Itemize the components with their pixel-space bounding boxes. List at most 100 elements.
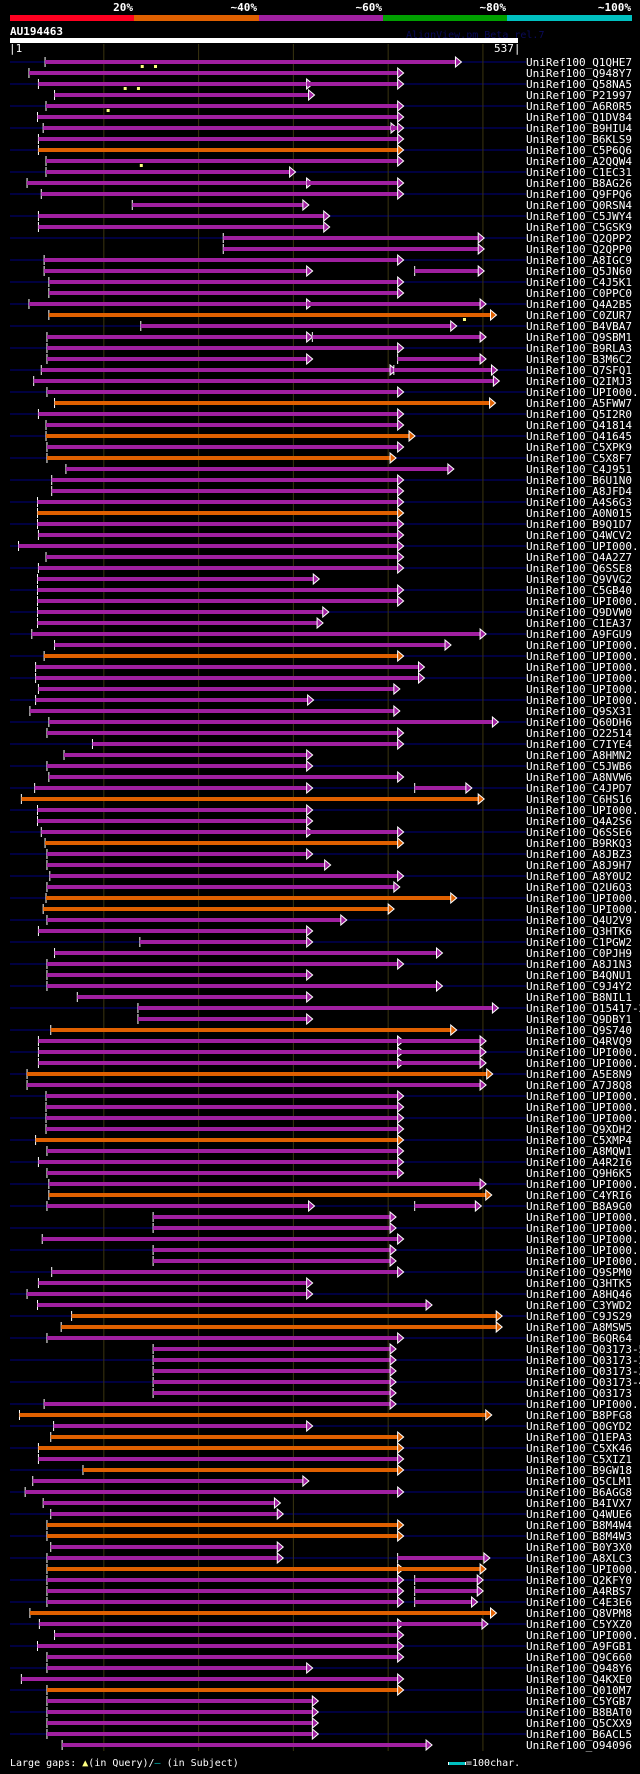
row-label[interactable]: UniRef100_Q9VVG2 (526, 573, 632, 586)
row-label[interactable]: UniRef100_B8AG26 (526, 177, 632, 190)
row-label[interactable]: UniRef100_A8J1N3 (526, 958, 632, 971)
row-label[interactable]: UniRef100_C3YWD2 (526, 1299, 632, 1312)
row-label[interactable]: UniRef100_Q4WCV2 (526, 529, 632, 542)
row-label[interactable]: UniRef100_B0Y3X0 (526, 1541, 632, 1554)
row-label[interactable]: UniRef100_UPI000.. (526, 1057, 640, 1070)
row-label[interactable]: UniRef100_B3M6C2 (526, 353, 632, 366)
row-label[interactable]: UniRef100_A4R2I6 (526, 1156, 632, 1169)
row-label[interactable]: UniRef100_C5P6Q6 (526, 144, 632, 157)
row-label[interactable]: UniRef100_C1EA37 (526, 617, 632, 630)
row-label[interactable]: UniRef100_Q6SSE8 (526, 562, 632, 575)
row-label[interactable]: UniRef100_B9HIU4 (526, 122, 632, 135)
row-label[interactable]: UniRef100_UPI000.. (526, 903, 640, 916)
row-label[interactable]: UniRef100_C9J4Y2 (526, 980, 632, 993)
row-label[interactable]: UniRef100_A5FWW7 (526, 397, 632, 410)
row-label[interactable]: UniRef100_C4E3E6 (526, 1596, 632, 1609)
row-label[interactable]: UniRef100_Q58NA5 (526, 78, 632, 91)
row-label[interactable]: UniRef100_Q4A2S6 (526, 815, 632, 828)
row-label[interactable]: UniRef100_Q3HTK6 (526, 925, 632, 938)
row-label[interactable]: UniRef100_UPI000.. (526, 1244, 640, 1257)
row-label[interactable]: UniRef100_A2QQW4 (526, 155, 632, 168)
row-label[interactable]: UniRef100_UPI000.. (526, 1090, 640, 1103)
row-label[interactable]: UniRef100_A8JBZ3 (526, 848, 632, 861)
row-label[interactable]: UniRef100_A8JFD4 (526, 485, 632, 498)
row-label[interactable]: UniRef100_B9GW18 (526, 1464, 632, 1477)
row-label[interactable]: UniRef100_Q7SFQ1 (526, 364, 632, 377)
row-label[interactable]: UniRef100_B8M4W4 (526, 1519, 632, 1532)
row-label[interactable]: UniRef100_B9Q1D7 (526, 518, 632, 531)
row-label[interactable]: UniRef100_A9FGB1 (526, 1640, 632, 1653)
row-label[interactable]: UniRef100_C5GB40 (526, 584, 632, 597)
row-label[interactable]: UniRef100_C5JWY4 (526, 210, 632, 223)
row-label[interactable]: UniRef100_UPI000.. (526, 595, 640, 608)
row-label[interactable]: UniRef100_Q9SX31 (526, 705, 632, 718)
row-label[interactable]: UniRef100_C5XIZ1 (526, 1453, 632, 1466)
row-label[interactable]: UniRef100_B8BAT0 (526, 1706, 632, 1719)
row-label[interactable]: UniRef100_UPI000.. (526, 1233, 640, 1246)
row-label[interactable]: UniRef100_C5XMP4 (526, 1134, 632, 1147)
row-label[interactable]: UniRef100_Q948Y7 (526, 67, 632, 80)
row-label[interactable]: UniRef100_Q4KXE0 (526, 1673, 632, 1686)
row-label[interactable]: UniRef100_C5X8F7 (526, 452, 632, 465)
row-label[interactable]: UniRef100_B9RKQ3 (526, 837, 632, 850)
row-label[interactable]: UniRef100_UPI000.. (526, 1178, 640, 1191)
row-label[interactable]: UniRef100_B4IVX7 (526, 1497, 632, 1510)
row-label[interactable]: UniRef100_A4RBS7 (526, 1585, 632, 1598)
row-label[interactable]: UniRef100_Q03173-3 (526, 1365, 640, 1378)
row-label[interactable]: UniRef100_P21997 (526, 89, 632, 102)
row-label[interactable]: UniRef100_A8HMN2 (526, 749, 632, 762)
row-label[interactable]: UniRef100_B6ACL5 (526, 1728, 632, 1741)
row-label[interactable]: UniRef100_Q9DVW0 (526, 606, 632, 619)
row-label[interactable]: UniRef100_A0N015 (526, 507, 632, 520)
row-label[interactable]: UniRef100_UPI000.. (526, 639, 640, 652)
row-label[interactable]: UniRef100_B8M4W3 (526, 1530, 632, 1543)
row-label[interactable]: UniRef100_B8A9G0 (526, 1200, 632, 1213)
row-label[interactable]: UniRef100_UPI000.. (526, 1101, 640, 1114)
row-label[interactable]: UniRef100_UPI000.. (526, 1255, 640, 1268)
row-label[interactable]: UniRef100_Q60DH6 (526, 716, 632, 729)
row-label[interactable]: UniRef100_B9RLA3 (526, 342, 632, 355)
row-label[interactable]: UniRef100_C5YGB7 (526, 1695, 632, 1708)
row-label[interactable]: UniRef100_Q03173-2 (526, 1354, 640, 1367)
row-label[interactable]: UniRef100_UPI000.. (526, 386, 640, 399)
row-label[interactable]: UniRef100_Q1DV84 (526, 111, 632, 124)
row-label[interactable]: UniRef100_Q2IMJ3 (526, 375, 632, 388)
row-label[interactable]: UniRef100_UPI000.. (526, 694, 640, 707)
row-label[interactable]: UniRef100_Q010M7 (526, 1684, 632, 1697)
row-label[interactable]: UniRef100_UPI000.. (526, 1398, 640, 1411)
row-label[interactable]: UniRef100_Q9DBY1 (526, 1013, 632, 1026)
row-label[interactable]: UniRef100_C5YXZ0 (526, 1618, 632, 1631)
row-label[interactable]: UniRef100_Q2QPP2 (526, 232, 632, 245)
row-label[interactable]: UniRef100_Q2KFY0 (526, 1574, 632, 1587)
row-label[interactable]: UniRef100_C5GSK9 (526, 221, 632, 234)
row-label[interactable]: UniRef100_B4QNU1 (526, 969, 632, 982)
row-label[interactable]: UniRef100_UPI000.. (526, 1046, 640, 1059)
row-label[interactable]: UniRef100_UPI000.. (526, 1629, 640, 1642)
row-label[interactable]: UniRef100_Q5CXX9 (526, 1717, 632, 1730)
row-label[interactable]: UniRef100_Q03173 (526, 1387, 632, 1400)
row-label[interactable]: UniRef100_A8IGC9 (526, 254, 632, 267)
row-label[interactable]: UniRef100_Q4U2V9 (526, 914, 632, 927)
row-label[interactable]: UniRef100_A4S6G3 (526, 496, 632, 509)
row-label[interactable]: UniRef100_A6R0R5 (526, 100, 632, 113)
row-label[interactable]: UniRef100_Q2U6Q3 (526, 881, 632, 894)
row-label[interactable]: UniRef100_Q948Y6 (526, 1662, 632, 1675)
row-label[interactable]: UniRef100_A5E8N9 (526, 1068, 632, 1081)
row-label[interactable]: UniRef100_B6U1N0 (526, 474, 632, 487)
row-label[interactable]: UniRef100_UPI000.. (526, 650, 640, 663)
row-label[interactable]: UniRef100_Q9C660 (526, 1651, 632, 1664)
row-label[interactable]: UniRef100_Q5JN60 (526, 265, 632, 278)
row-label[interactable]: UniRef100_Q0GYD2 (526, 1420, 632, 1433)
row-label[interactable]: UniRef100_Q9H6K5 (526, 1167, 632, 1180)
row-label[interactable]: UniRef100_A8XLC3 (526, 1552, 632, 1565)
row-label[interactable]: UniRef100_B4VBA7 (526, 320, 632, 333)
row-label[interactable]: UniRef100_Q9FPQ6 (526, 188, 632, 201)
row-label[interactable]: UniRef100_B6KLS9 (526, 133, 632, 146)
row-label[interactable]: UniRef100_C5XPK9 (526, 441, 632, 454)
row-label[interactable]: UniRef100_A8Y0U2 (526, 870, 632, 883)
row-label[interactable]: UniRef100_C1PGW2 (526, 936, 632, 949)
row-label[interactable]: UniRef100_C7IYE4 (526, 738, 632, 751)
row-label[interactable]: UniRef100_C5XK46 (526, 1442, 632, 1455)
row-label[interactable]: UniRef100_UPI000.. (526, 540, 640, 553)
row-label[interactable]: UniRef100_Q3HTK5 (526, 1277, 632, 1290)
